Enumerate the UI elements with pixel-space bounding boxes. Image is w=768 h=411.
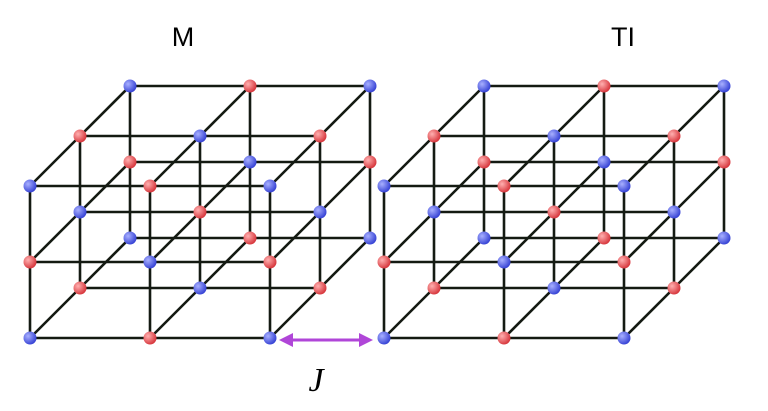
- lattice-bond: [198, 84, 252, 138]
- lattice-bond: [28, 210, 82, 264]
- lattice-bond: [382, 210, 436, 264]
- lattice-site-red: [313, 281, 327, 295]
- lattice-site-blue: [617, 331, 631, 345]
- lattice-site-blue: [477, 231, 491, 245]
- lattice-bond: [622, 210, 676, 264]
- lattice-site-blue: [73, 205, 87, 219]
- lattice-site-blue: [377, 331, 391, 345]
- lattice-bond: [28, 134, 82, 188]
- lattice-site-red: [143, 179, 157, 193]
- lattice-bond: [382, 286, 436, 340]
- lattice-site-blue: [263, 331, 277, 345]
- magnet-lattice: [23, 79, 377, 345]
- lattice-site-blue: [427, 205, 441, 219]
- coupling-label: J: [308, 362, 325, 399]
- lattice-site-red: [243, 79, 257, 93]
- lattice-site-red: [73, 281, 87, 295]
- lattice-bond: [672, 84, 726, 138]
- lattice-sites: [23, 79, 377, 345]
- lattice-site-red: [23, 255, 37, 269]
- lattice-site-blue: [377, 179, 391, 193]
- lattice-bond: [148, 210, 202, 264]
- lattice-site-blue: [123, 231, 137, 245]
- lattice-site-blue: [143, 255, 157, 269]
- lattice-site-blue: [193, 129, 207, 143]
- lattice-bond: [268, 210, 322, 264]
- lattice-site-red: [243, 231, 257, 245]
- lattice-site-red: [143, 331, 157, 345]
- lattice-bond: [78, 84, 132, 138]
- lattice-site-red: [363, 155, 377, 169]
- topological-insulator-lattice: [377, 79, 731, 345]
- lattice-site-red: [377, 255, 391, 269]
- lattice-site-red: [717, 155, 731, 169]
- lattice-site-red: [427, 129, 441, 143]
- lattice-site-blue: [263, 179, 277, 193]
- lattice-site-blue: [123, 79, 137, 93]
- lattice-site-red: [597, 231, 611, 245]
- lattice-site-red: [263, 255, 277, 269]
- lattice-site-blue: [313, 205, 327, 219]
- lattice-site-blue: [717, 231, 731, 245]
- lattice-edges: [28, 84, 372, 340]
- lattice-label-ti: TI: [611, 22, 635, 52]
- lattice-sites: [377, 79, 731, 345]
- lattice-bond: [622, 286, 676, 340]
- lattice-bond: [268, 134, 322, 188]
- lattice-site-red: [597, 79, 611, 93]
- lattice-bond: [318, 236, 372, 290]
- lattice-site-blue: [717, 79, 731, 93]
- lattice-bond: [268, 286, 322, 340]
- lattice-bond: [28, 286, 82, 340]
- lattice-bond: [148, 286, 202, 340]
- lattice-bond: [382, 134, 436, 188]
- lattice-bond: [672, 236, 726, 290]
- lattice-site-blue: [477, 79, 491, 93]
- lattice-label-m: M: [172, 22, 195, 52]
- lattice-site-red: [667, 129, 681, 143]
- lattice-bond: [318, 160, 372, 214]
- lattice-bond: [502, 210, 556, 264]
- lattice-site-blue: [363, 79, 377, 93]
- lattice-site-red: [547, 205, 561, 219]
- lattice-site-blue: [23, 331, 37, 345]
- lattice-edges: [382, 84, 726, 340]
- lattice-site-blue: [547, 129, 561, 143]
- lattice-site-blue: [363, 231, 377, 245]
- lattice-bond: [502, 286, 556, 340]
- lattice-bond: [502, 134, 556, 188]
- lattice-bond: [552, 84, 606, 138]
- lattice-site-blue: [497, 255, 511, 269]
- lattice-site-red: [427, 281, 441, 295]
- lattice-site-blue: [193, 281, 207, 295]
- lattice-site-red: [73, 129, 87, 143]
- lattice-bond: [432, 84, 486, 138]
- lattice-site-red: [477, 155, 491, 169]
- lattice-site-red: [617, 255, 631, 269]
- lattice-bond: [622, 134, 676, 188]
- coupling-arrow: [279, 333, 373, 347]
- lattice-bond: [672, 160, 726, 214]
- lattice-site-blue: [547, 281, 561, 295]
- lattice-site-blue: [243, 155, 257, 169]
- lattice-site-red: [313, 129, 327, 143]
- lattice-site-red: [193, 205, 207, 219]
- lattice-site-red: [497, 179, 511, 193]
- lattice-site-red: [497, 331, 511, 345]
- lattice-bond: [148, 134, 202, 188]
- lattice-site-blue: [617, 179, 631, 193]
- lattice-site-blue: [23, 179, 37, 193]
- lattice-bond: [318, 84, 372, 138]
- lattice-site-red: [123, 155, 137, 169]
- lattice-site-blue: [597, 155, 611, 169]
- lattice-site-red: [667, 281, 681, 295]
- lattice-site-blue: [667, 205, 681, 219]
